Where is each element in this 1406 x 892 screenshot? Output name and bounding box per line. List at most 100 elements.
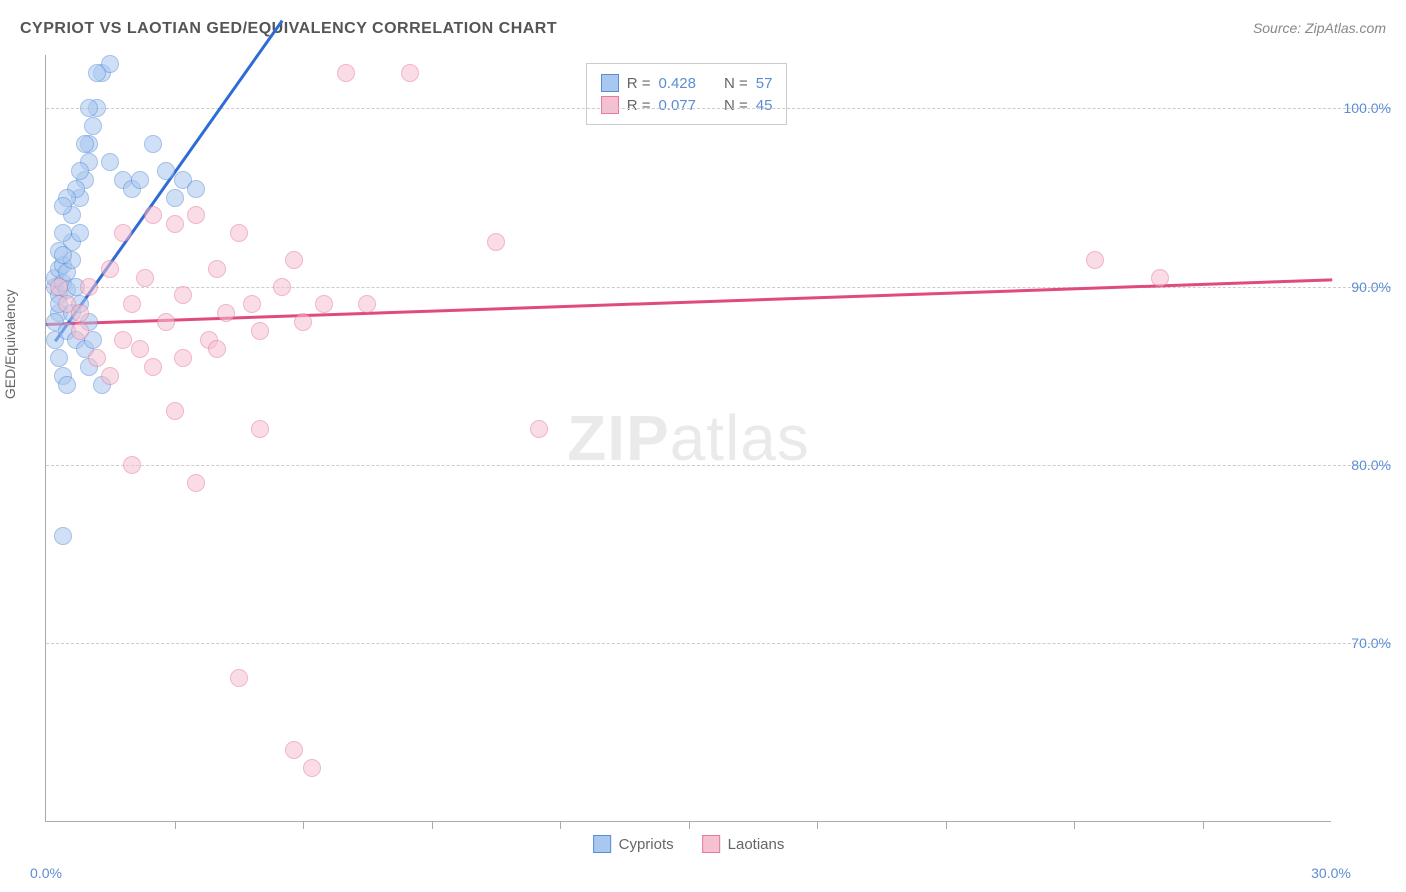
scatter-point [80, 278, 98, 296]
scatter-point [174, 286, 192, 304]
scatter-point [50, 278, 68, 296]
legend-r-label: R = [627, 75, 651, 92]
scatter-point [1086, 251, 1104, 269]
scatter-point [294, 313, 312, 331]
chart-title: CYPRIOT VS LAOTIAN GED/EQUIVALENCY CORRE… [20, 20, 557, 38]
legend-r-value: 0.428 [658, 75, 696, 92]
chart-container: CYPRIOT VS LAOTIAN GED/EQUIVALENCY CORRE… [0, 0, 1406, 892]
scatter-point [251, 420, 269, 438]
scatter-point [285, 741, 303, 759]
scatter-point [315, 295, 333, 313]
scatter-point [1151, 269, 1169, 287]
y-axis-label: GED/Equivalency [2, 289, 18, 399]
scatter-point [136, 269, 154, 287]
scatter-point [230, 669, 248, 687]
scatter-point [80, 99, 98, 117]
y-tick-label: 90.0% [1351, 279, 1391, 295]
x-tick [689, 821, 690, 829]
x-tick [946, 821, 947, 829]
scatter-point [530, 420, 548, 438]
scatter-point [208, 340, 226, 358]
scatter-point [88, 349, 106, 367]
x-tick [817, 821, 818, 829]
legend-swatch [601, 96, 619, 114]
scatter-point [123, 456, 141, 474]
scatter-point [166, 402, 184, 420]
gridline [46, 643, 1391, 644]
scatter-point [123, 295, 141, 313]
scatter-point [187, 180, 205, 198]
scatter-point [174, 349, 192, 367]
scatter-point [285, 251, 303, 269]
legend-r-label: R = [627, 97, 651, 114]
scatter-point [114, 224, 132, 242]
legend-swatch [702, 835, 720, 853]
y-tick-label: 100.0% [1344, 100, 1391, 116]
gridline [46, 287, 1391, 288]
scatter-point [358, 295, 376, 313]
gridline [46, 108, 1391, 109]
scatter-point [54, 246, 72, 264]
scatter-point [187, 206, 205, 224]
scatter-point [54, 197, 72, 215]
scatter-point [101, 367, 119, 385]
gridline [46, 465, 1391, 466]
plot-area: ZIPatlas R =0.428N =57R =0.077N =45 Cypr… [45, 55, 1331, 822]
scatter-point [131, 171, 149, 189]
x-tick-label: 30.0% [1311, 865, 1351, 881]
scatter-point [303, 759, 321, 777]
stats-legend-box: R = 0.428 N = 57 R = 0.077 N = 45 [586, 63, 788, 125]
scatter-point [166, 189, 184, 207]
legend-swatch [601, 74, 619, 92]
scatter-point [217, 304, 235, 322]
scatter-point [157, 162, 175, 180]
scatter-point [71, 322, 89, 340]
scatter-point [273, 278, 291, 296]
legend-n-label: N = [724, 75, 748, 92]
legend-r-value: 0.077 [658, 97, 696, 114]
x-tick [432, 821, 433, 829]
source-attribution: Source: ZipAtlas.com [1253, 20, 1386, 36]
legend-n-label: N = [724, 97, 748, 114]
scatter-point [243, 295, 261, 313]
x-tick [1074, 821, 1075, 829]
scatter-point [101, 260, 119, 278]
legend-item: Laotians [702, 835, 785, 853]
scatter-point [157, 313, 175, 331]
legend-swatch [593, 835, 611, 853]
scatter-point [208, 260, 226, 278]
series-legend: Cypriots Laotians [593, 835, 785, 853]
scatter-point [50, 349, 68, 367]
legend-n-value: 57 [756, 75, 773, 92]
x-tick [303, 821, 304, 829]
scatter-point [71, 224, 89, 242]
scatter-point [76, 135, 94, 153]
legend-row: R = 0.077 N = 45 [601, 94, 773, 116]
scatter-point [131, 340, 149, 358]
scatter-point [54, 527, 72, 545]
legend-item: Cypriots [593, 835, 674, 853]
trend-line [46, 278, 1332, 325]
scatter-point [88, 64, 106, 82]
scatter-point [71, 162, 89, 180]
scatter-point [230, 224, 248, 242]
scatter-point [144, 358, 162, 376]
scatter-point [58, 376, 76, 394]
x-tick-label: 0.0% [30, 865, 62, 881]
x-tick [560, 821, 561, 829]
scatter-point [101, 153, 119, 171]
scatter-point [166, 215, 184, 233]
y-tick-label: 80.0% [1351, 457, 1391, 473]
legend-row: R = 0.428 N = 57 [601, 72, 773, 94]
scatter-point [114, 331, 132, 349]
y-tick-label: 70.0% [1351, 635, 1391, 651]
scatter-point [187, 474, 205, 492]
scatter-point [54, 224, 72, 242]
scatter-point [251, 322, 269, 340]
x-tick [175, 821, 176, 829]
legend-n-value: 45 [756, 97, 773, 114]
scatter-point [144, 135, 162, 153]
legend-label: Cypriots [619, 836, 674, 853]
scatter-point [71, 304, 89, 322]
scatter-point [144, 206, 162, 224]
